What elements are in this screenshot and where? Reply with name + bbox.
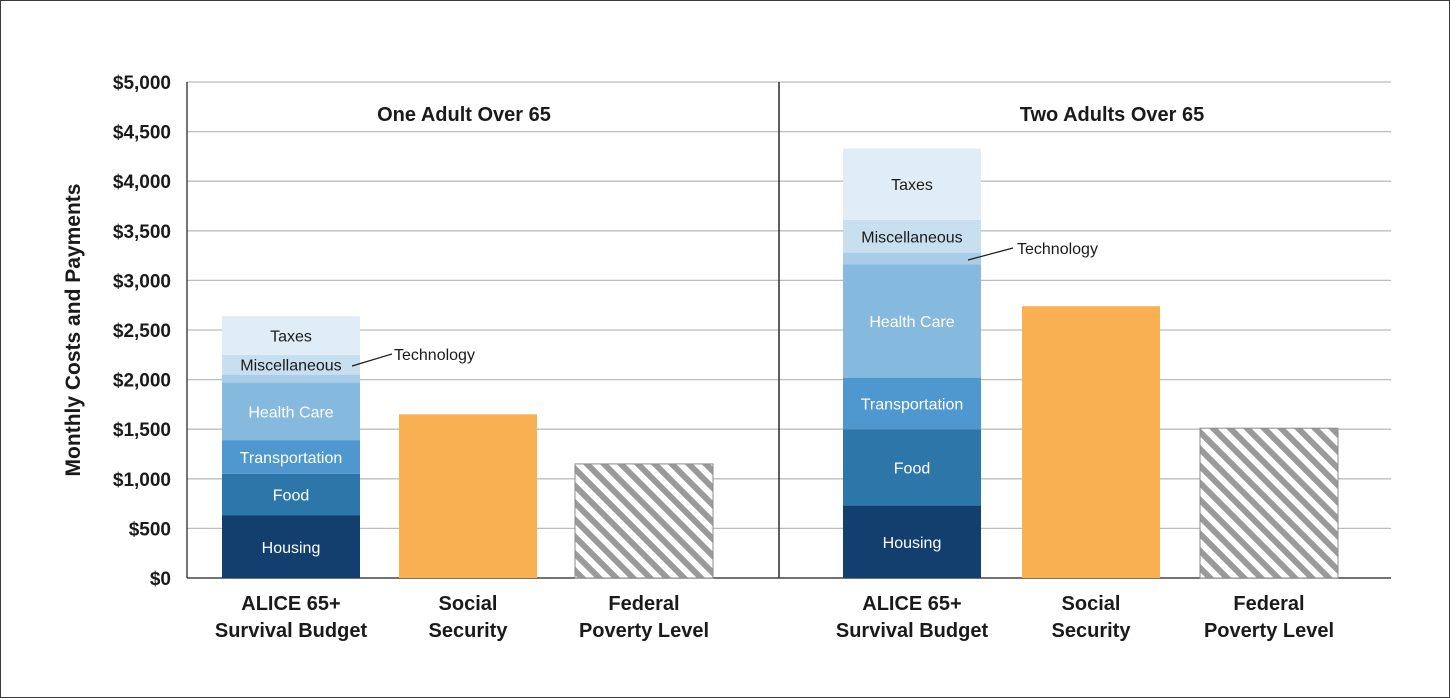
bar-segment-transportation (222, 440, 360, 474)
bar-segment-miscellaneous (843, 219, 981, 253)
segment-label: Miscellaneous (240, 358, 341, 375)
bar-segment-technology (843, 252, 981, 265)
y-tick-label: $2,000 (113, 371, 171, 392)
y-tick-label: $1,000 (113, 470, 171, 491)
y-tick-label: $4,000 (113, 172, 171, 193)
bar-segment-taxes (843, 148, 981, 220)
x-category-label: Social Security (429, 593, 509, 642)
y-tick-label: $2,500 (113, 321, 171, 342)
x-category-label: ALICE 65+ Survival Budget (215, 593, 368, 642)
y-tick-label: $3,000 (113, 271, 171, 292)
segment-label: Taxes (891, 177, 933, 194)
bar-segment-health-care (222, 382, 360, 441)
segment-label: Transportation (861, 396, 964, 413)
y-tick-label: $4,500 (113, 123, 171, 144)
bar-social-security (399, 414, 537, 578)
bar-federal-poverty-level (1199, 427, 1339, 579)
x-category-label: ALICE 65+ Survival Budget (836, 593, 989, 642)
segment-label: Transportation (240, 450, 343, 467)
segment-label: Health Care (869, 314, 954, 331)
segment-label: Housing (262, 540, 321, 557)
callout-label: Technology (1017, 241, 1098, 258)
bar-segment-taxes (222, 316, 360, 355)
y-axis-label: Monthly Costs and Payments (62, 184, 85, 477)
x-category-label: Federal Poverty Level (1204, 593, 1334, 642)
bar-segment-miscellaneous (222, 354, 360, 375)
bar-segment-housing (843, 505, 981, 578)
y-tick-label: $5,000 (113, 73, 171, 94)
bar-segment-technology (222, 374, 360, 383)
y-tick-label: $0 (150, 569, 171, 590)
panel-title: One Adult Over 65 (377, 104, 551, 126)
bar-social-security (1022, 306, 1160, 578)
callout-leader-line (967, 247, 1014, 261)
callout-leader-line (351, 353, 393, 367)
segment-label: Food (273, 488, 309, 505)
bar-segment-health-care (843, 264, 981, 378)
y-tick-label: $500 (129, 519, 171, 540)
segment-label: Taxes (270, 328, 312, 345)
y-tick-label: $3,500 (113, 222, 171, 243)
segment-label: Health Care (248, 404, 333, 421)
bar-segment-housing (222, 515, 360, 578)
bar-segment-food (843, 429, 981, 506)
panel-title: Two Adults Over 65 (1020, 104, 1204, 126)
bar-federal-poverty-level (574, 463, 714, 579)
bar-segment-food (222, 473, 360, 516)
segment-label: Food (894, 460, 930, 477)
x-category-label: Federal Poverty Level (579, 593, 709, 642)
segment-label: Miscellaneous (861, 229, 962, 246)
segment-label: Housing (883, 535, 942, 552)
x-category-label: Social Security (1052, 593, 1132, 642)
callout-label: Technology (394, 347, 475, 364)
bar-segment-transportation (843, 377, 981, 430)
y-tick-label: $1,500 (113, 420, 171, 441)
